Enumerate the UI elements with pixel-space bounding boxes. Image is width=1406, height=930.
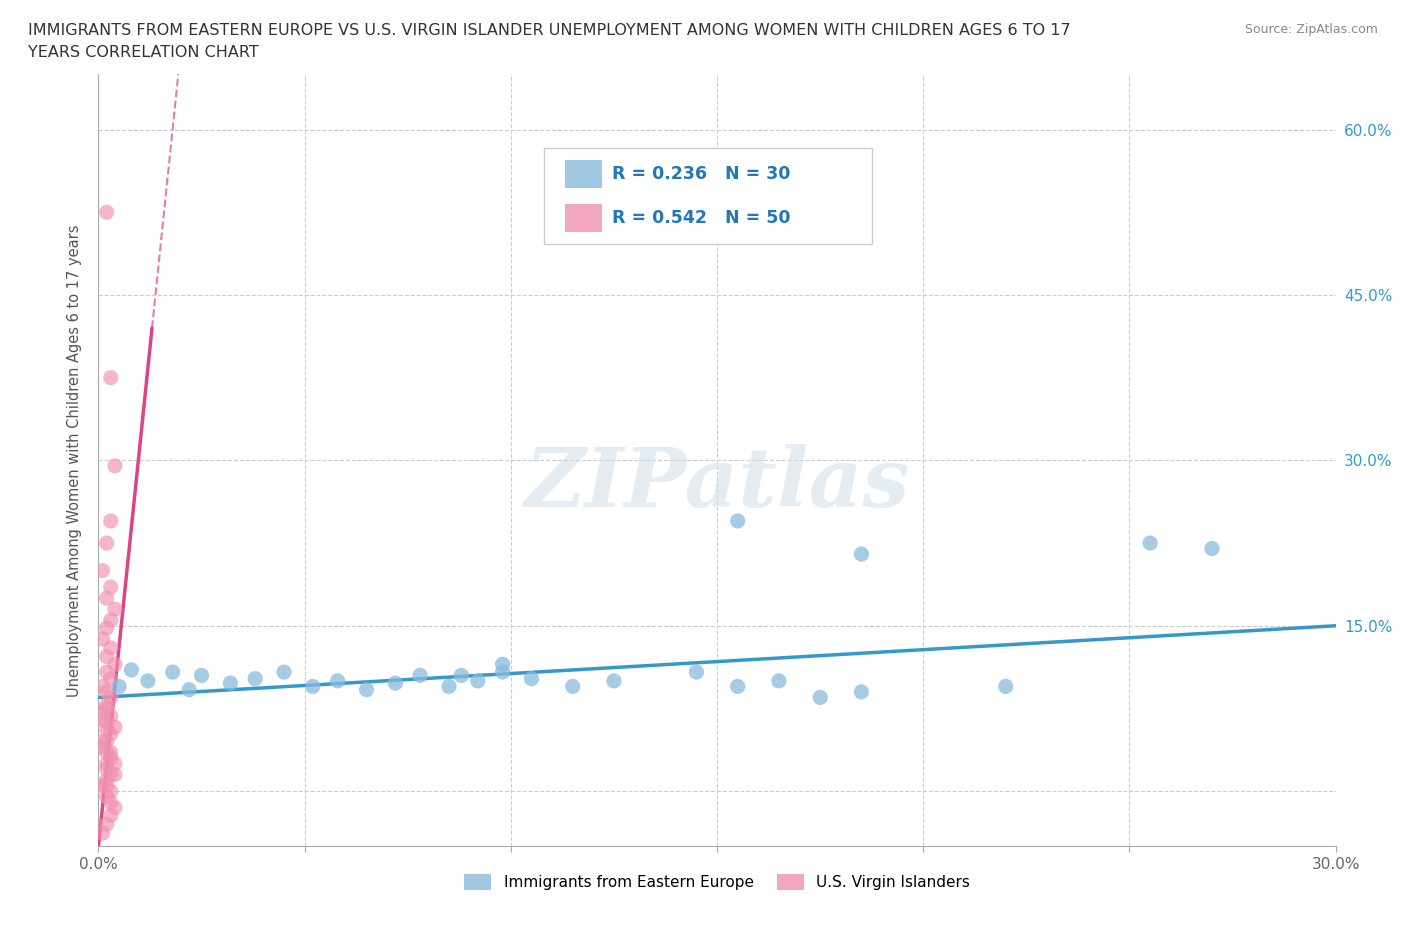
Point — [491, 657, 513, 671]
Point — [91, 704, 114, 719]
Point — [96, 817, 118, 831]
Legend: Immigrants from Eastern Europe, U.S. Virgin Islanders: Immigrants from Eastern Europe, U.S. Vir… — [458, 869, 976, 897]
Point — [603, 673, 626, 688]
Y-axis label: Unemployment Among Women with Children Ages 6 to 17 years: Unemployment Among Women with Children A… — [66, 224, 82, 697]
Point — [1201, 541, 1223, 556]
Point — [91, 734, 114, 749]
Point — [96, 684, 118, 699]
Point — [96, 698, 118, 712]
Point — [190, 668, 212, 683]
Point — [219, 676, 242, 691]
Point — [491, 665, 513, 680]
Point — [467, 673, 489, 688]
Point — [243, 671, 266, 686]
Point — [96, 773, 118, 788]
Point — [96, 665, 118, 680]
Point — [104, 756, 127, 771]
Point — [851, 547, 873, 562]
Point — [808, 690, 831, 705]
Point — [409, 668, 432, 683]
Point — [91, 679, 114, 694]
Point — [96, 205, 118, 219]
FancyBboxPatch shape — [565, 205, 602, 232]
Point — [96, 745, 118, 760]
Point — [162, 665, 184, 680]
Point — [727, 513, 749, 528]
Point — [100, 613, 122, 628]
Point — [96, 724, 118, 738]
Point — [104, 767, 127, 782]
Point — [96, 701, 118, 716]
Point — [302, 679, 325, 694]
Point — [356, 683, 378, 698]
Text: IMMIGRANTS FROM EASTERN EUROPE VS U.S. VIRGIN ISLANDER UNEMPLOYMENT AMONG WOMEN : IMMIGRANTS FROM EASTERN EUROPE VS U.S. V… — [28, 23, 1071, 38]
Point — [96, 649, 118, 664]
Point — [450, 668, 472, 683]
Point — [851, 684, 873, 699]
Point — [96, 620, 118, 635]
Text: ZIPatlas: ZIPatlas — [524, 444, 910, 524]
Point — [100, 641, 122, 656]
FancyBboxPatch shape — [565, 160, 602, 188]
Point — [100, 751, 122, 765]
Point — [561, 679, 583, 694]
Point — [384, 676, 406, 691]
Point — [96, 790, 118, 804]
Point — [768, 673, 790, 688]
Point — [100, 795, 122, 810]
Point — [727, 679, 749, 694]
Point — [96, 762, 118, 777]
Point — [100, 784, 122, 799]
Point — [96, 591, 118, 605]
Point — [326, 673, 349, 688]
Text: Source: ZipAtlas.com: Source: ZipAtlas.com — [1244, 23, 1378, 36]
Point — [104, 800, 127, 815]
Point — [91, 631, 114, 646]
Point — [179, 683, 201, 698]
Point — [104, 602, 127, 617]
Point — [437, 679, 460, 694]
Point — [1139, 536, 1161, 551]
Point — [136, 673, 159, 688]
Text: R = 0.236   N = 30: R = 0.236 N = 30 — [612, 165, 790, 183]
Point — [100, 370, 122, 385]
Point — [120, 662, 142, 677]
Point — [520, 671, 543, 686]
Point — [108, 679, 131, 694]
Point — [91, 739, 114, 754]
Point — [104, 720, 127, 735]
Point — [96, 715, 118, 730]
Point — [100, 579, 122, 594]
Text: YEARS CORRELATION CHART: YEARS CORRELATION CHART — [28, 45, 259, 60]
Point — [685, 665, 707, 680]
FancyBboxPatch shape — [544, 148, 872, 245]
Point — [273, 665, 295, 680]
Text: R = 0.542   N = 50: R = 0.542 N = 50 — [612, 209, 790, 227]
Point — [100, 513, 122, 528]
Point — [100, 709, 122, 724]
Point — [100, 745, 122, 760]
Point — [96, 756, 118, 771]
Point — [994, 679, 1017, 694]
Point — [91, 712, 114, 727]
Point — [104, 458, 127, 473]
Point — [91, 778, 114, 793]
Point — [96, 778, 118, 793]
Point — [100, 690, 122, 705]
Point — [100, 808, 122, 823]
Point — [91, 826, 114, 841]
Point — [96, 536, 118, 551]
Point — [104, 657, 127, 671]
Point — [91, 564, 114, 578]
Point — [100, 726, 122, 741]
Point — [96, 734, 118, 749]
Point — [100, 671, 122, 686]
Point — [100, 767, 122, 782]
